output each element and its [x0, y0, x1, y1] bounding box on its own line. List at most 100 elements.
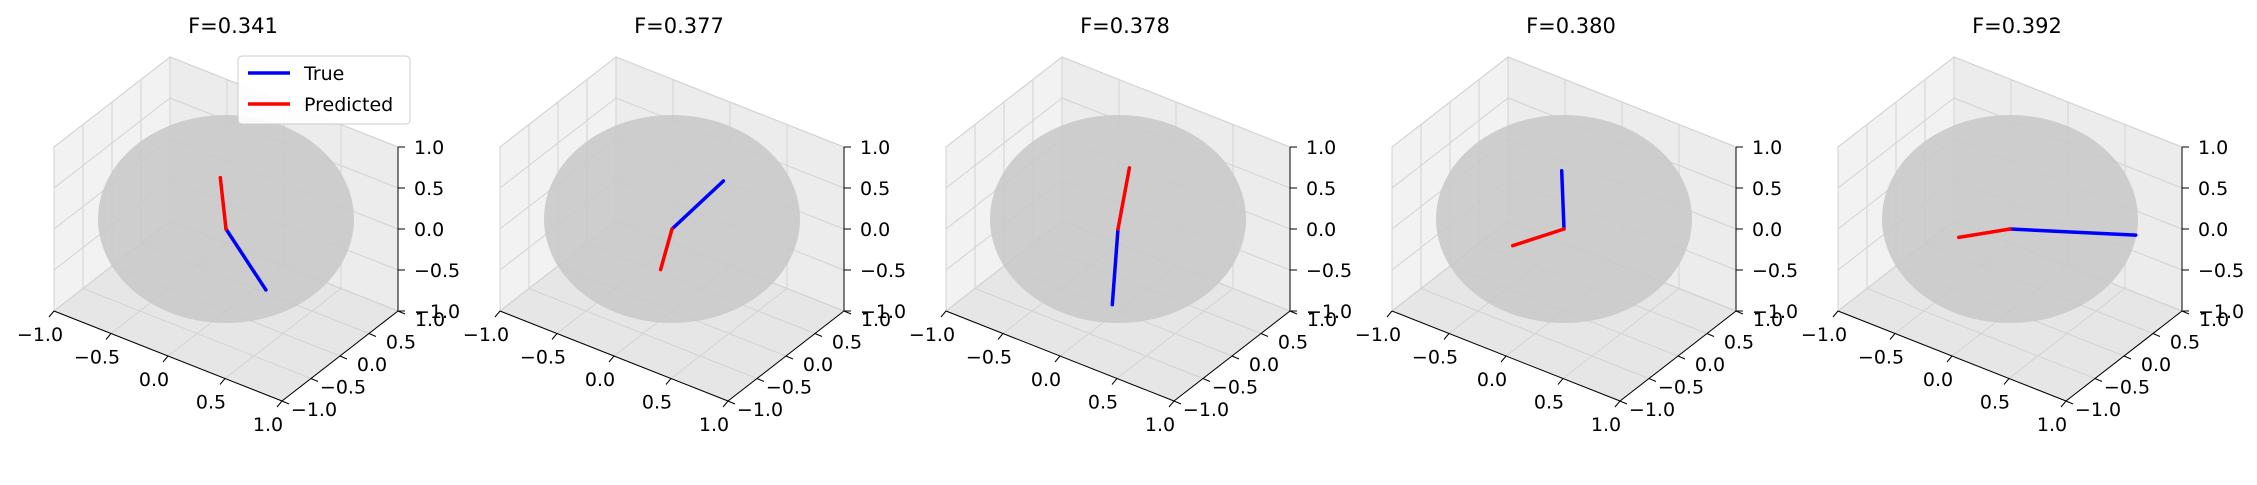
x-tick-label: 0.5	[1088, 392, 1118, 414]
z-tick-label: −0.5	[1752, 260, 1798, 282]
y-tick	[310, 378, 319, 382]
y-tick	[1260, 333, 1269, 337]
z-tick-label: 1.0	[1306, 137, 1336, 159]
z-tick-label: 0.0	[860, 219, 890, 241]
z-tick-label: 1.0	[414, 137, 444, 159]
z-tick-label: 0.0	[1752, 219, 1782, 241]
y-tick	[843, 310, 852, 315]
y-tick-label: 0.5	[832, 332, 862, 354]
y-tick-label: −1.0	[1183, 399, 1229, 421]
z-tick-label: 0.5	[1752, 178, 1782, 200]
x-tick	[1054, 355, 1061, 363]
z-tick-label: −1.0	[2198, 301, 2244, 323]
z-tick-label: 0.5	[1306, 178, 1336, 200]
x-tick	[665, 378, 672, 385]
x-tick	[1832, 310, 1839, 318]
y-tick	[814, 333, 823, 337]
x-tick	[1614, 400, 1621, 408]
y-tick-label: 0.0	[2141, 354, 2171, 376]
y-tick	[727, 400, 736, 405]
subplot-title: F=0.380	[1526, 14, 1616, 38]
gridline	[1391, 97, 1509, 189]
x-tick-label: 0.5	[196, 392, 226, 414]
y-tick-label: 0.5	[1724, 332, 1754, 354]
gridline	[1061, 56, 1291, 148]
gridline	[670, 288, 788, 379]
y-tick	[1648, 378, 1657, 382]
x-tick	[940, 310, 947, 318]
sphere-surface	[544, 115, 800, 323]
y-tick	[1677, 355, 1686, 360]
gridline	[53, 56, 171, 148]
predicted-vector-line	[1116, 166, 1132, 231]
y-tick	[397, 310, 406, 315]
x-tick	[2060, 400, 2067, 408]
x-tick-label: 0.0	[1031, 369, 1061, 391]
y-tick-label: −1.0	[291, 399, 337, 421]
gridline	[53, 97, 171, 189]
x-tick-label: −0.5	[1412, 347, 1458, 369]
subplot-3: −1.0−1.0−1.0−0.5−0.5−0.50.00.00.00.50.50…	[909, 14, 1352, 436]
y-tick	[1706, 333, 1715, 337]
y-tick	[1231, 355, 1240, 360]
z-tick-label: −0.5	[860, 260, 906, 282]
y-tick-label: −0.5	[320, 377, 366, 399]
z-tick-label: 0.0	[1306, 219, 1336, 241]
x-tick-label: 0.0	[585, 369, 615, 391]
x-tick	[219, 378, 226, 385]
y-tick	[1173, 400, 1182, 405]
predicted-vector-line	[1510, 227, 1566, 248]
x-tick	[997, 333, 1004, 340]
z-tick-label: 1.0	[860, 137, 890, 159]
gridline	[1507, 56, 1737, 148]
x-tick-label: −1.0	[1355, 324, 1401, 346]
y-tick-label: −0.5	[1212, 377, 1258, 399]
y-tick	[2123, 355, 2132, 360]
predicted-vector-line	[218, 175, 228, 231]
z-tick-label: −0.5	[1306, 260, 1352, 282]
predicted-vector-line	[658, 227, 674, 272]
gridline	[1837, 56, 1955, 148]
subplot-1: −1.0−1.0−1.0−0.5−0.5−0.50.00.00.00.50.50…	[17, 14, 460, 436]
y-tick	[2181, 310, 2190, 315]
x-tick-label: 1.0	[699, 414, 729, 436]
true-vector-line	[670, 179, 726, 231]
gridline	[945, 56, 1063, 148]
y-tick-label: 0.0	[357, 354, 387, 376]
x-tick	[1557, 378, 1564, 385]
x-tick	[2003, 378, 2010, 385]
y-tick	[785, 355, 794, 360]
y-tick	[2152, 333, 2161, 337]
gridline	[499, 97, 617, 189]
y-tick-label: 1.0	[2199, 309, 2229, 331]
x-tick-label: 0.0	[1923, 369, 1953, 391]
legend-true-label: True	[303, 63, 344, 85]
y-tick	[756, 378, 765, 382]
y-tick	[1619, 400, 1628, 405]
subplot-title: F=0.392	[1972, 14, 2062, 38]
y-tick-label: 1.0	[1753, 309, 1783, 331]
x-tick-label: −1.0	[1801, 324, 1847, 346]
z-tick-label: −1.0	[414, 301, 460, 323]
y-tick-label: −0.5	[766, 377, 812, 399]
z-tick-label: −1.0	[1752, 301, 1798, 323]
gridline	[224, 288, 342, 379]
gridline	[615, 56, 845, 148]
y-tick	[281, 400, 290, 405]
subplot-4: −1.0−1.0−1.0−0.5−0.5−0.50.00.00.00.50.50…	[1355, 14, 1798, 436]
x-tick	[551, 333, 558, 340]
x-tick-label: −0.5	[1858, 347, 1904, 369]
y-tick	[339, 355, 348, 360]
y-tick-label: 0.0	[803, 354, 833, 376]
legend: True Predicted	[237, 55, 411, 125]
gridline	[1953, 56, 2183, 148]
subplot-title: F=0.378	[1080, 14, 1170, 38]
y-tick	[368, 333, 377, 337]
y-tick-label: −1.0	[737, 399, 783, 421]
y-tick-label: 0.5	[1278, 332, 1308, 354]
x-tick-label: 1.0	[1145, 414, 1175, 436]
x-tick	[1443, 333, 1450, 340]
gridline	[1391, 56, 1509, 148]
z-tick-label: −1.0	[1306, 301, 1352, 323]
y-tick	[2094, 378, 2103, 382]
